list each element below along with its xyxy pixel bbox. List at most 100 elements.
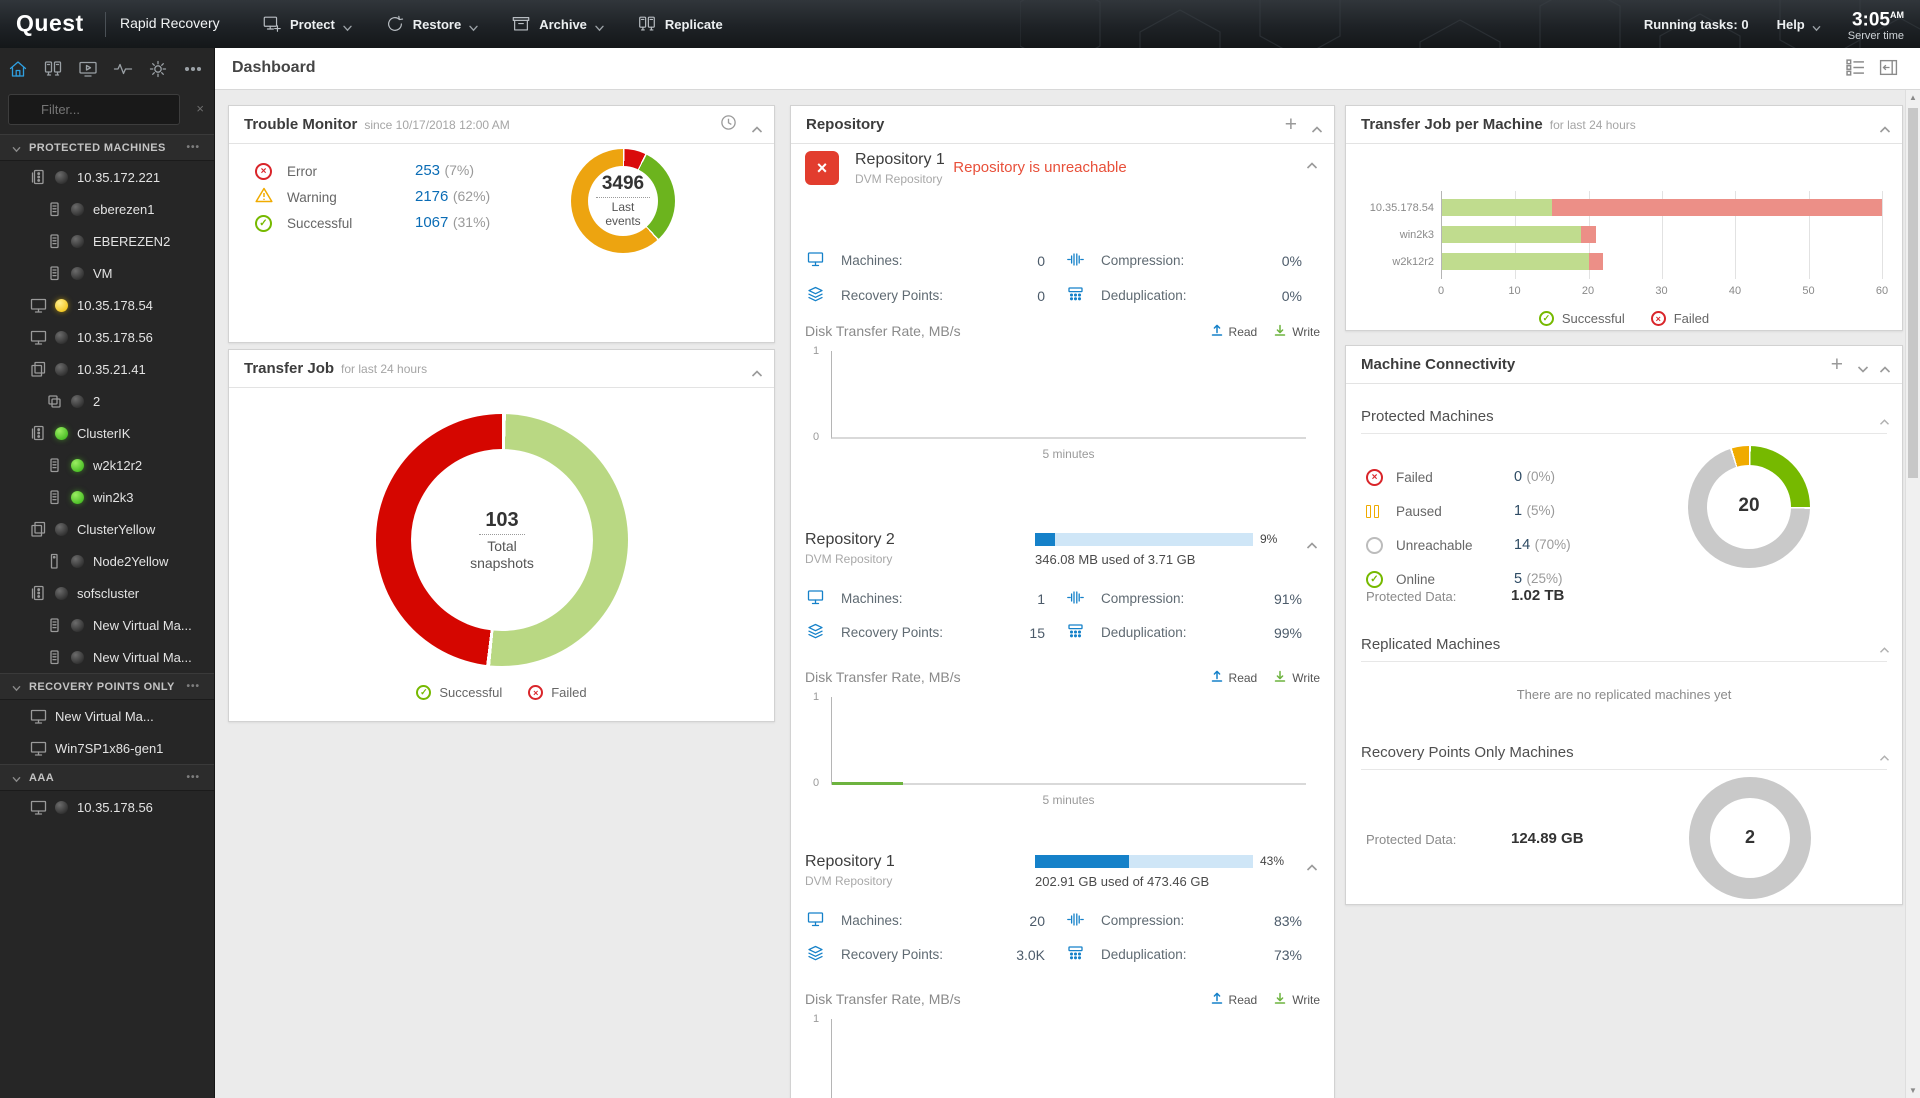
bar-w2k12r2[interactable] — [1442, 253, 1882, 270]
repository-list: × Repository 1 DVM Repository Repository i… — [805, 151, 1320, 1098]
help-menu[interactable]: Help — [1777, 17, 1821, 32]
more-icon[interactable]: ••• — [186, 772, 200, 783]
sidebar-item-10-35-178-54[interactable]: 10.35.178.54 — [0, 289, 214, 321]
top-nav: Protect Restore Archive Replicate — [262, 0, 723, 48]
cluster-icon — [30, 521, 47, 538]
chevron-down-icon — [1812, 20, 1821, 32]
status-dot — [71, 202, 84, 216]
legend-value[interactable]: 253 — [415, 162, 441, 179]
repository-error-icon: × — [805, 151, 839, 185]
bar-label: 10.35.178.54 — [1369, 202, 1434, 214]
collapse-chevron-icon[interactable] — [1879, 121, 1891, 133]
scrollbar-thumb[interactable] — [1908, 108, 1918, 478]
write-icon — [1273, 991, 1287, 1008]
repository-name[interactable]: Repository 1 — [855, 151, 945, 168]
read-icon — [1210, 669, 1224, 686]
disk-rate-label: Disk Transfer Rate, MB/s — [805, 669, 961, 685]
sidebar-item-node2yellow[interactable]: Node2Yellow — [0, 545, 214, 577]
more-icon[interactable]: ••• — [186, 142, 200, 153]
sidebar-item-clusteryellow[interactable]: ClusterYellow — [0, 513, 214, 545]
write-legend[interactable]: Write — [1273, 323, 1320, 340]
top-nav-protect[interactable]: Protect — [262, 14, 352, 34]
read-legend[interactable]: Read — [1210, 669, 1257, 686]
sidebar-item-2[interactable]: 2 — [0, 385, 214, 417]
sidebar-item-win7sp1x86-gen1[interactable]: Win7SP1x86-gen1 — [0, 732, 214, 764]
repository-type: DVM Repository — [855, 172, 943, 186]
x-axis-tick: 20 — [1581, 285, 1595, 297]
more-icon[interactable] — [183, 59, 203, 79]
bar-win2k3[interactable] — [1442, 226, 1882, 243]
collapse-chevron-icon[interactable] — [1306, 157, 1318, 175]
recovery-points-only-heading[interactable]: Recovery Points Only Machines — [1361, 736, 1890, 770]
collapse-chevron-icon[interactable] — [751, 365, 763, 377]
display-play-icon[interactable] — [78, 59, 98, 79]
top-nav-replicate[interactable]: Replicate — [637, 14, 723, 34]
collapse-panel-icon[interactable] — [1879, 58, 1898, 82]
status-dot — [71, 618, 84, 632]
sidebar-item-10-35-172-221[interactable]: 10.35.172.221 — [0, 161, 214, 193]
add-widget-icon[interactable]: + — [1830, 352, 1843, 376]
legend-value[interactable]: 1067 — [415, 214, 449, 231]
vertical-scrollbar[interactable]: ▲ ▼ — [1905, 90, 1920, 1098]
scroll-up-icon[interactable]: ▲ — [1909, 93, 1917, 102]
replicated-machines-heading[interactable]: Replicated Machines — [1361, 628, 1890, 662]
collapse-chevron-icon[interactable] — [1306, 537, 1318, 555]
collapse-chevron-icon — [1879, 413, 1890, 425]
more-icon[interactable]: ••• — [186, 681, 200, 692]
add-repository-icon[interactable]: + — [1284, 112, 1297, 136]
clock-icon[interactable] — [720, 114, 737, 136]
protected-data-row: Protected Data: 1.02 TB — [1366, 587, 1565, 604]
legend-value[interactable]: 14 — [1514, 537, 1531, 553]
sidebar-item-10-35-178-56[interactable]: 10.35.178.56 — [0, 791, 214, 823]
x-axis-tick: 40 — [1728, 285, 1742, 297]
legend-value[interactable]: 2176 — [415, 188, 449, 205]
sidebar-item-10-35-21-41[interactable]: 10.35.21.41 — [0, 353, 214, 385]
filter-input[interactable] — [8, 94, 180, 125]
gear-icon[interactable] — [148, 59, 168, 79]
top-nav-restore[interactable]: Restore — [385, 14, 478, 34]
home-icon[interactable] — [8, 59, 28, 79]
repository-name[interactable]: Repository 1 — [805, 853, 895, 870]
legend-value[interactable]: 0 — [1514, 469, 1523, 485]
sidebar-item-vm[interactable]: VM — [0, 257, 214, 289]
sidebar-item-win2k3[interactable]: win2k3 — [0, 481, 214, 513]
sidebar-section-protected-machines[interactable]: PROTECTED MACHINES ••• — [0, 134, 214, 161]
sidebar-section-aaa[interactable]: AAA ••• — [0, 764, 214, 791]
servers-icon[interactable] — [43, 59, 63, 79]
read-legend[interactable]: Read — [1210, 323, 1257, 340]
sidebar-item-new-virtual-ma-[interactable]: New Virtual Ma... — [0, 700, 214, 732]
write-icon — [1273, 323, 1287, 340]
top-nav-archive[interactable]: Archive — [511, 14, 604, 34]
scroll-down-icon[interactable]: ▼ — [1909, 1086, 1917, 1095]
legend-successful: ✓ Successful — [416, 685, 502, 700]
activity-icon[interactable] — [113, 59, 133, 79]
sidebar-item-clusterik[interactable]: ClusterIK — [0, 417, 214, 449]
collapse-chevron-icon[interactable] — [751, 121, 763, 133]
protected-machines-heading[interactable]: Protected Machines — [1361, 400, 1890, 434]
write-legend[interactable]: Write — [1273, 669, 1320, 686]
sidebar-item-10-35-178-56[interactable]: 10.35.178.56 — [0, 321, 214, 353]
sidebar-section-recovery-points-only[interactable]: RECOVERY POINTS ONLY ••• — [0, 673, 214, 700]
collapse-chevron-icon[interactable] — [1879, 361, 1891, 373]
running-tasks[interactable]: Running tasks: 0 — [1643, 16, 1749, 32]
sidebar-item-w2k12r2[interactable]: w2k12r2 — [0, 449, 214, 481]
list-view-icon[interactable] — [1846, 58, 1865, 82]
bar-label: w2k12r2 — [1392, 256, 1434, 268]
collapse-chevron-icon[interactable] — [1306, 859, 1318, 877]
sidebar-item-eberezen1[interactable]: eberezen1 — [0, 193, 214, 225]
legend-value[interactable]: 1 — [1514, 503, 1523, 519]
collapse-chevron-icon[interactable] — [1311, 121, 1323, 133]
read-legend[interactable]: Read — [1210, 991, 1257, 1008]
sidebar-item-eberezen2[interactable]: EBEREZEN2 — [0, 225, 214, 257]
sidebar-item-sofscluster[interactable]: sofscluster — [0, 577, 214, 609]
sidebar-item-new-virtual-ma-[interactable]: New Virtual Ma... — [0, 641, 214, 673]
repository-name[interactable]: Repository 2 — [805, 531, 895, 548]
legend-value[interactable]: 5 — [1514, 571, 1523, 587]
usage-percent: 9% — [1260, 532, 1278, 546]
sidebar-item-new-virtual-ma-[interactable]: New Virtual Ma... — [0, 609, 214, 641]
chevron-down-icon[interactable] — [1857, 361, 1869, 373]
write-legend[interactable]: Write — [1273, 991, 1320, 1008]
filter-collapse-icon[interactable]: × — [196, 101, 204, 116]
status-dot — [55, 362, 68, 376]
bar-10.35.178.54[interactable] — [1442, 199, 1882, 216]
